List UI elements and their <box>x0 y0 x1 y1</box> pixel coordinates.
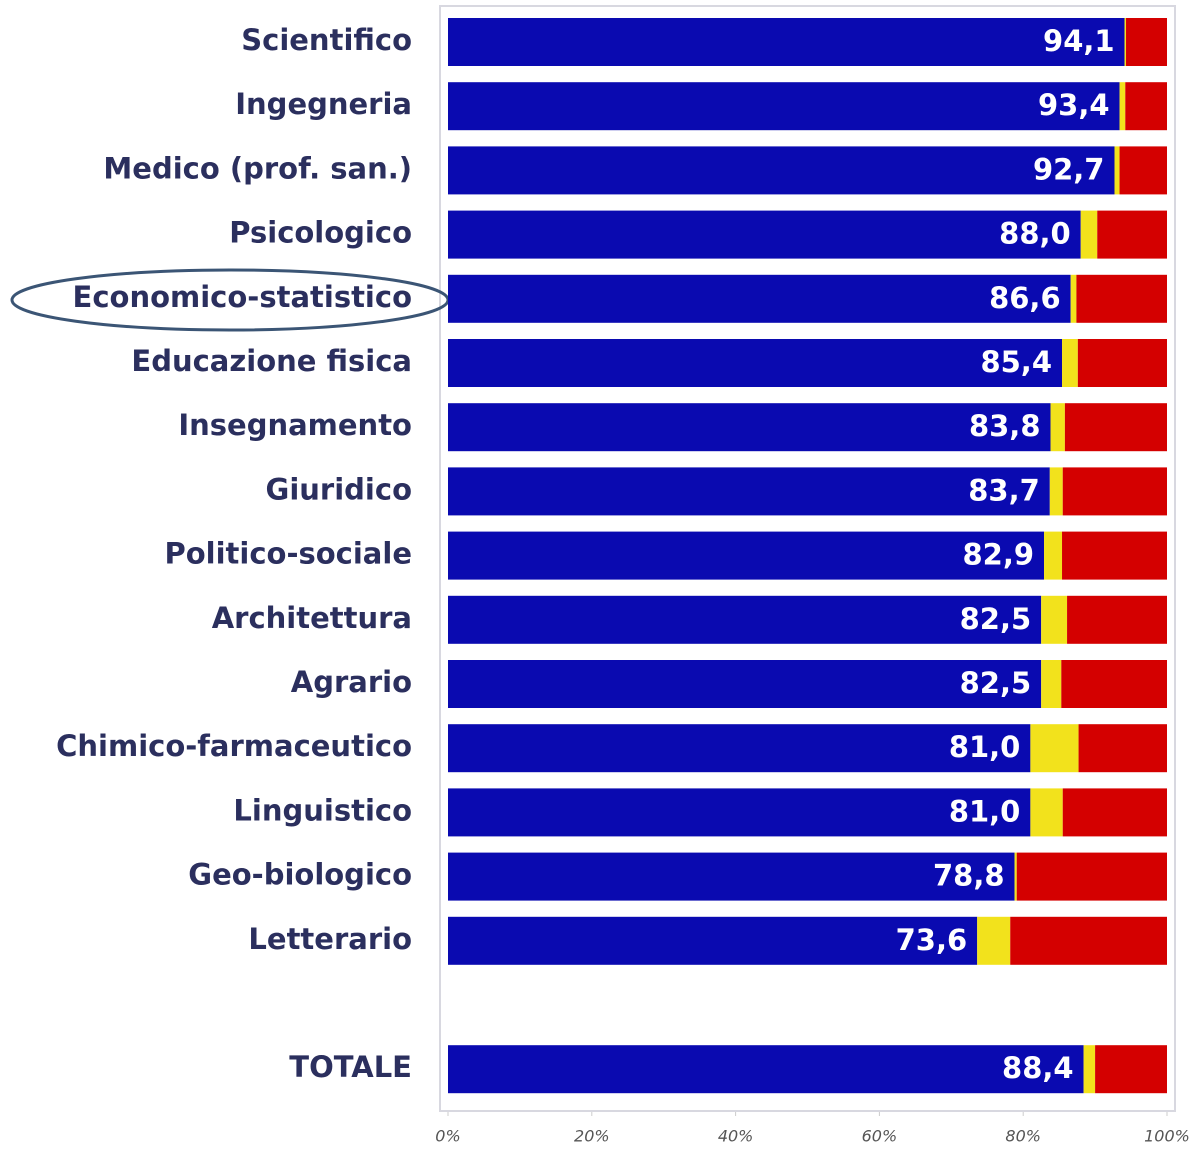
bar-segment <box>1083 1045 1096 1094</box>
bar-segment <box>1119 146 1167 195</box>
value-label: 92,7 <box>1033 152 1105 186</box>
value-label: 81,0 <box>949 730 1021 764</box>
bar-segment <box>1016 852 1167 901</box>
bar-segment <box>448 916 978 965</box>
bar-segment <box>1119 82 1126 131</box>
category-label: Educazione fisica <box>131 344 412 378</box>
category-label: Psicologico <box>229 216 412 250</box>
bar-segment <box>448 467 1050 516</box>
value-label: 85,4 <box>980 345 1052 379</box>
value-label: 86,6 <box>989 281 1061 315</box>
bar-segment <box>448 146 1115 195</box>
bar-segment <box>1062 467 1167 516</box>
value-label: 83,7 <box>968 473 1040 507</box>
value-label: 78,8 <box>933 859 1005 893</box>
value-label: 82,9 <box>962 538 1034 572</box>
bar-segment <box>1078 724 1167 773</box>
bar-segment <box>1070 274 1077 323</box>
category-label: Giuridico <box>266 472 412 506</box>
value-label: 82,5 <box>960 666 1032 700</box>
bar-segment <box>448 852 1015 901</box>
bar-segment <box>1044 531 1063 580</box>
bar-segment <box>1062 339 1078 387</box>
category-label: TOTALE <box>289 1050 412 1084</box>
value-label: 81,0 <box>949 794 1021 828</box>
category-label: Medico (prof. san.) <box>103 151 412 185</box>
value-label: 82,5 <box>960 602 1032 636</box>
bar-segment <box>1041 660 1062 708</box>
category-label: Geo-biologico <box>188 858 412 892</box>
x-tick-label: 80% <box>1005 1127 1041 1146</box>
value-label: 73,6 <box>896 923 968 957</box>
category-label: Ingegneria <box>235 87 412 121</box>
bar-segment <box>1014 852 1017 901</box>
category-label: Insegnamento <box>178 408 412 442</box>
bar-segment <box>448 531 1045 580</box>
bar-segment <box>1097 210 1167 259</box>
bar-segment <box>1050 403 1065 452</box>
bar-segment <box>448 595 1042 644</box>
value-label: 88,4 <box>1002 1051 1074 1085</box>
category-label: Economico-statistico <box>73 280 412 314</box>
category-label: Linguistico <box>233 793 412 827</box>
bar-segment <box>448 403 1051 452</box>
category-label: Agrario <box>291 665 412 699</box>
value-label: 88,0 <box>999 217 1071 251</box>
value-label: 83,8 <box>969 409 1041 443</box>
x-tick-label: 60% <box>862 1127 898 1146</box>
bar-segment <box>1061 660 1167 708</box>
bar-segment <box>448 210 1081 259</box>
bar-segment <box>448 788 1031 837</box>
x-tick-label: 100% <box>1144 1127 1190 1146</box>
bar-segment <box>1126 18 1167 66</box>
bar-segment <box>448 274 1071 323</box>
bar-segment <box>1062 788 1167 837</box>
value-label: 94,1 <box>1043 24 1115 58</box>
bar-segment <box>1095 1045 1167 1094</box>
bar-segment <box>1030 788 1063 837</box>
bar-segment <box>1064 403 1167 452</box>
bar-segment <box>977 916 1011 965</box>
x-tick-label: 20% <box>574 1127 610 1146</box>
category-label: Scientifico <box>241 23 412 57</box>
category-label: Politico-sociale <box>164 537 412 571</box>
bar-segment <box>448 724 1031 773</box>
bar-segment <box>1067 595 1167 644</box>
bar-segment <box>1080 210 1098 259</box>
bar-segment <box>1030 724 1079 773</box>
category-label: Letterario <box>248 922 412 956</box>
category-label: Chimico-farmaceutico <box>56 729 412 763</box>
bar-segment <box>1125 82 1167 131</box>
x-tick-label: 40% <box>718 1127 754 1146</box>
bar-segment <box>448 339 1063 387</box>
bar-segment <box>1049 467 1063 516</box>
x-tick-label: 0% <box>435 1127 460 1146</box>
bar-segment <box>1114 146 1120 195</box>
bar-segment <box>1062 531 1167 580</box>
bar-segment <box>1124 18 1127 66</box>
bar-segment <box>448 660 1042 708</box>
bar-segment <box>448 18 1125 66</box>
category-label: Architettura <box>212 601 412 635</box>
bar-segment <box>1041 595 1068 644</box>
bar-segment <box>448 1045 1084 1094</box>
bar-segment <box>448 82 1120 131</box>
bar-segment <box>1076 274 1167 323</box>
bar-segment <box>1077 339 1167 387</box>
bar-segment <box>1010 916 1167 965</box>
value-label: 93,4 <box>1038 88 1110 122</box>
